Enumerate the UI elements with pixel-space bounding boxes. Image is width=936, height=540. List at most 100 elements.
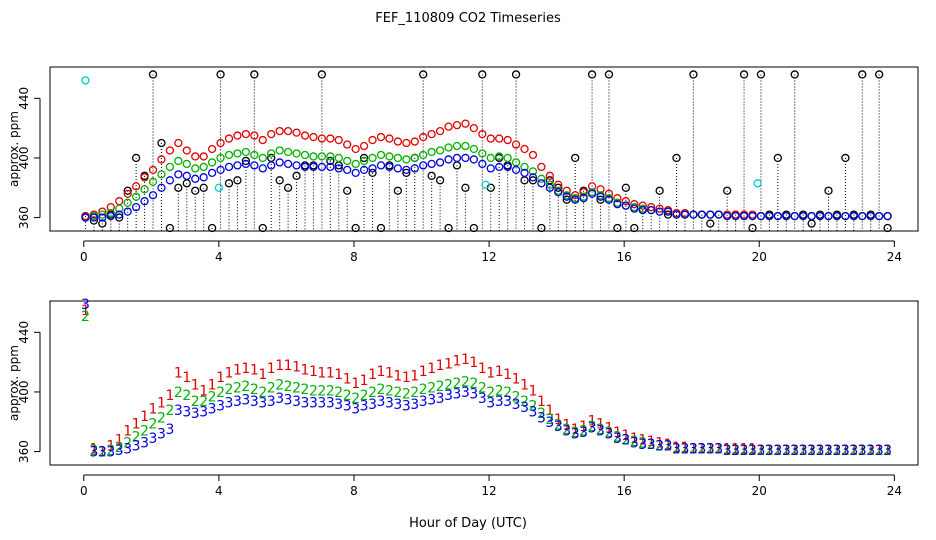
- data-point: [782, 211, 791, 221]
- data-point: 2: [233, 380, 242, 396]
- data-point: 2: [841, 443, 850, 459]
- data-point: 2: [706, 442, 715, 458]
- data-point: [520, 162, 529, 172]
- data-point: 3: [883, 443, 892, 459]
- data-point: 1: [199, 383, 208, 399]
- data-point: 3: [149, 431, 158, 447]
- data-point: [224, 162, 234, 172]
- data-point: 1: [132, 416, 141, 432]
- data-point: [680, 210, 690, 219]
- data-point: [495, 152, 504, 161]
- data-point: [723, 186, 732, 195]
- data-point: 3: [554, 419, 563, 435]
- data-point: [841, 153, 850, 163]
- data-point: [267, 149, 276, 158]
- data-point: 3: [309, 395, 318, 411]
- data-point: [106, 211, 115, 221]
- data-point: [123, 207, 132, 216]
- data-point: 1: [613, 425, 622, 441]
- data-point: 1: [512, 372, 521, 388]
- data-point: [174, 170, 183, 179]
- data-point: [157, 155, 166, 164]
- y-tick-label: 400: [17, 146, 31, 169]
- data-point: [714, 210, 723, 219]
- data-point: 3: [605, 427, 614, 443]
- data-point: [131, 182, 141, 191]
- data-point: 1: [343, 372, 352, 388]
- data-point: 1: [444, 357, 453, 373]
- data-point: 1: [419, 364, 428, 380]
- data-point: 2: [461, 375, 470, 391]
- data-point: [562, 195, 571, 204]
- data-point: 1: [680, 440, 689, 456]
- data-point: 1: [115, 433, 124, 449]
- data-point: [571, 191, 580, 200]
- data-point: 1: [520, 377, 529, 393]
- data-point: 3: [714, 442, 723, 458]
- data-point: 1: [478, 361, 487, 377]
- data-point: 1: [723, 442, 732, 458]
- data-point: [241, 159, 251, 169]
- data-point: [351, 159, 360, 169]
- data-point: [486, 134, 495, 143]
- data-point: 3: [638, 437, 647, 453]
- data-point: [148, 70, 158, 79]
- data-point: 3: [723, 443, 732, 459]
- data-point: [368, 168, 377, 178]
- data-point: [866, 211, 875, 221]
- data-point: [672, 210, 681, 219]
- x-tick-label: 24: [887, 250, 902, 264]
- data-point: 2: [824, 443, 833, 459]
- data-point: [233, 161, 242, 170]
- data-point: 2: [241, 379, 250, 395]
- data-point: 1: [740, 442, 749, 458]
- data-point: 1: [588, 413, 597, 429]
- data-point: [393, 153, 403, 163]
- data-point: [883, 211, 892, 221]
- x-tick-label: 8: [350, 250, 358, 264]
- data-point: 3: [199, 404, 208, 420]
- data-point: [503, 162, 512, 172]
- x-tick-label: 20: [752, 484, 767, 498]
- x-tick-label: 12: [481, 484, 496, 498]
- data-point: 3: [301, 395, 310, 411]
- data-point: 1: [824, 443, 833, 459]
- data-point: 1: [545, 403, 554, 419]
- data-point: [343, 186, 352, 195]
- data-point: 3: [258, 395, 267, 411]
- data-point: 3: [453, 386, 462, 402]
- data-point: 2: [630, 434, 639, 450]
- data-point: 3: [478, 391, 487, 407]
- data-point: 3: [647, 437, 656, 453]
- data-point: [317, 162, 327, 172]
- data-point: 3: [267, 394, 276, 410]
- data-point: 3: [241, 392, 250, 408]
- data-point: 2: [875, 443, 884, 459]
- data-point: [334, 135, 343, 145]
- data-point: 1: [883, 443, 892, 459]
- data-point: [131, 153, 141, 163]
- data-point: [140, 173, 149, 182]
- data-point: [376, 161, 386, 170]
- data-point: 3: [858, 443, 867, 459]
- x-tick-label: 20: [752, 250, 767, 264]
- data-point: [267, 161, 276, 170]
- data-point: [604, 70, 614, 79]
- data-point: 3: [461, 385, 470, 401]
- data-point: [613, 223, 622, 233]
- data-point: [790, 211, 799, 221]
- data-point: 2: [621, 433, 630, 449]
- data-point: [115, 210, 124, 219]
- data-point: 1: [326, 366, 335, 382]
- data-point: 3: [292, 394, 301, 410]
- data-point: [469, 223, 479, 233]
- data-point: 2: [816, 443, 825, 459]
- data-point: [858, 70, 867, 79]
- data-point: 3: [706, 442, 715, 458]
- data-point: 2: [689, 442, 698, 458]
- data-point: [621, 201, 631, 210]
- data-point: [452, 120, 462, 130]
- data-point: [174, 138, 183, 148]
- data-point: [562, 192, 571, 201]
- data-point: [385, 134, 394, 143]
